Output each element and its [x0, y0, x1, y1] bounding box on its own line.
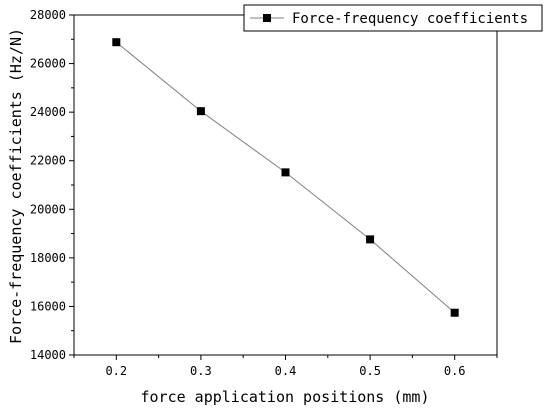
y-tick-label: 14000	[30, 348, 66, 362]
axis-labels: force application positions (mm) Force-f…	[7, 28, 429, 406]
y-axis-title: Force-frequency coefficients (Hz/N)	[7, 28, 25, 344]
x-axis-title: force application positions (mm)	[141, 388, 430, 406]
legend-box	[243, 4, 543, 32]
y-tick-label: 16000	[30, 299, 66, 313]
x-tick-label: 0.2	[105, 364, 127, 378]
legend: Force-frequency coefficients	[243, 4, 543, 32]
legend-marker-swatch	[263, 14, 271, 22]
legend-label: Force-frequency coefficients	[292, 11, 528, 27]
x-tick-label: 0.5	[359, 364, 381, 378]
series-line	[115, 41, 456, 314]
data-point	[196, 107, 205, 116]
plot-area	[112, 38, 459, 317]
data-point	[450, 308, 459, 317]
data-point	[366, 235, 375, 244]
data-point	[281, 168, 290, 177]
data-point	[112, 38, 121, 47]
x-tick-label: 0.3	[190, 364, 212, 378]
x-tick-label: 0.4	[275, 364, 297, 378]
y-tick-label: 26000	[30, 57, 66, 71]
y-tick-label: 18000	[30, 251, 66, 265]
plot-frame	[73, 14, 498, 356]
axes	[73, 14, 498, 356]
y-tick-label: 28000	[30, 8, 66, 22]
x-tick-label: 0.6	[444, 364, 466, 378]
tick-group: 14000 16000 18000 20000 22000 24000 26000 28000…	[30, 8, 498, 378]
y-tick-label: 20000	[30, 202, 66, 216]
y-tick-label: 24000	[30, 105, 66, 119]
y-tick-label: 22000	[30, 154, 66, 168]
